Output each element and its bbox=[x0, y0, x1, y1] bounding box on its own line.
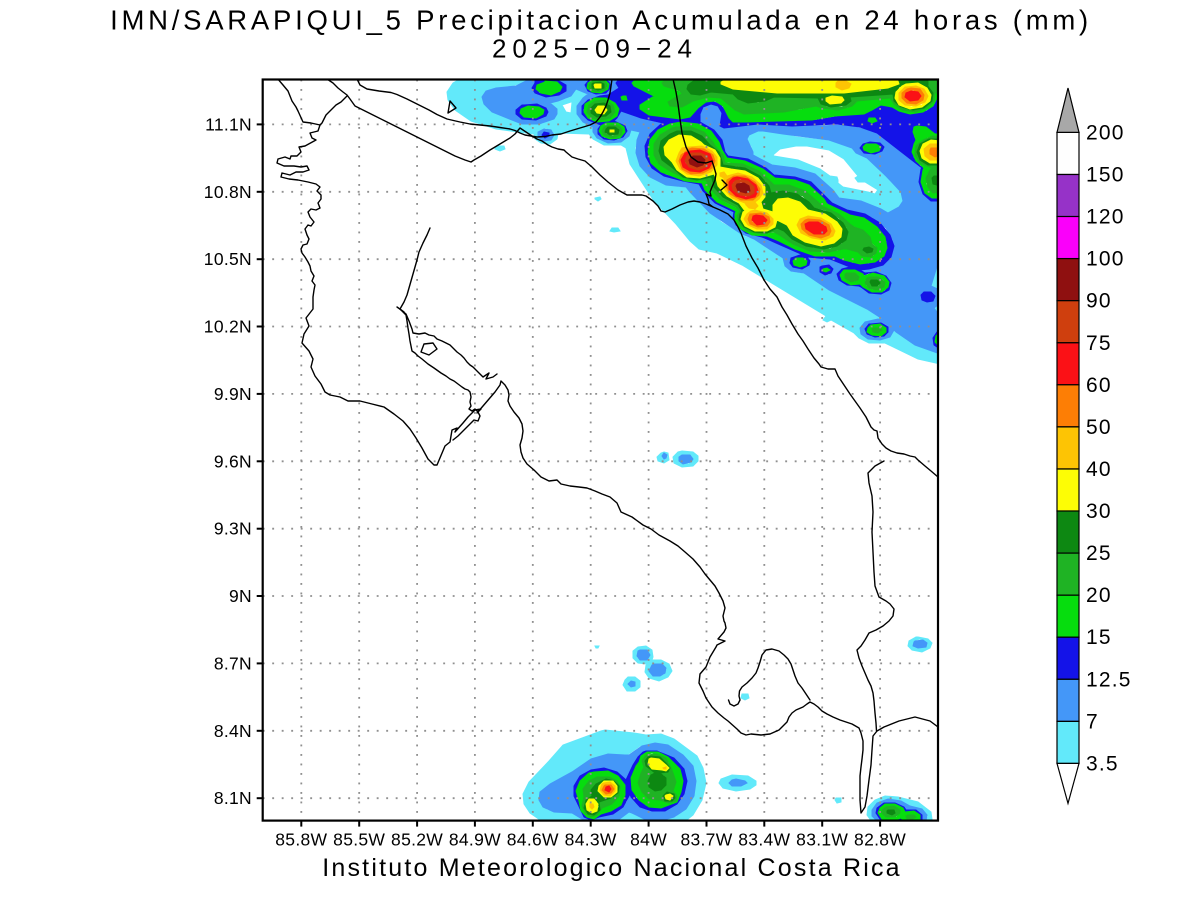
svg-text:82.8W: 82.8W bbox=[854, 830, 906, 850]
svg-text:7: 7 bbox=[1086, 710, 1099, 733]
svg-text:85.2W: 85.2W bbox=[391, 830, 443, 850]
svg-text:100: 100 bbox=[1086, 248, 1125, 271]
svg-text:150: 150 bbox=[1086, 164, 1125, 187]
svg-text:85.8W: 85.8W bbox=[275, 830, 327, 850]
svg-text:84.6W: 84.6W bbox=[507, 830, 559, 850]
svg-text:25: 25 bbox=[1086, 542, 1112, 565]
svg-text:10.5N: 10.5N bbox=[204, 249, 252, 269]
svg-text:20: 20 bbox=[1086, 584, 1112, 607]
svg-text:83.4W: 83.4W bbox=[738, 830, 790, 850]
svg-text:Instituto Meteorologico Nacion: Instituto Meteorologico Nacional Costa R… bbox=[322, 854, 902, 882]
svg-text:9.6N: 9.6N bbox=[214, 451, 252, 471]
svg-text:IMN/SARAPIQUI_5 Precipitacion: IMN/SARAPIQUI_5 Precipitacion Acumulada … bbox=[110, 5, 1092, 36]
svg-text:84.3W: 84.3W bbox=[565, 830, 617, 850]
svg-text:15: 15 bbox=[1086, 626, 1112, 649]
svg-text:2025−09−24: 2025−09−24 bbox=[492, 34, 698, 64]
svg-text:60: 60 bbox=[1086, 374, 1112, 397]
svg-text:8.1N: 8.1N bbox=[214, 788, 252, 808]
svg-text:75: 75 bbox=[1086, 332, 1112, 355]
svg-text:83.7W: 83.7W bbox=[680, 830, 732, 850]
svg-text:50: 50 bbox=[1086, 416, 1112, 439]
svg-text:9.3N: 9.3N bbox=[214, 519, 252, 539]
svg-text:30: 30 bbox=[1086, 500, 1112, 523]
svg-text:9N: 9N bbox=[229, 586, 252, 606]
svg-text:11.1N: 11.1N bbox=[205, 114, 252, 134]
svg-text:83.1W: 83.1W bbox=[796, 830, 848, 850]
svg-text:84W: 84W bbox=[630, 830, 667, 850]
svg-text:40: 40 bbox=[1086, 458, 1112, 481]
svg-text:90: 90 bbox=[1086, 290, 1112, 313]
svg-text:3.5: 3.5 bbox=[1086, 752, 1119, 775]
svg-text:8.4N: 8.4N bbox=[214, 721, 252, 741]
svg-text:84.9W: 84.9W bbox=[449, 830, 501, 850]
svg-text:10.2N: 10.2N bbox=[204, 317, 252, 337]
svg-text:200: 200 bbox=[1086, 121, 1125, 144]
svg-text:8.7N: 8.7N bbox=[214, 653, 252, 673]
svg-text:9.9N: 9.9N bbox=[214, 384, 252, 404]
svg-text:10.8N: 10.8N bbox=[204, 182, 252, 202]
svg-text:120: 120 bbox=[1086, 206, 1125, 229]
svg-text:85.5W: 85.5W bbox=[333, 830, 385, 850]
svg-text:12.5: 12.5 bbox=[1086, 668, 1132, 691]
